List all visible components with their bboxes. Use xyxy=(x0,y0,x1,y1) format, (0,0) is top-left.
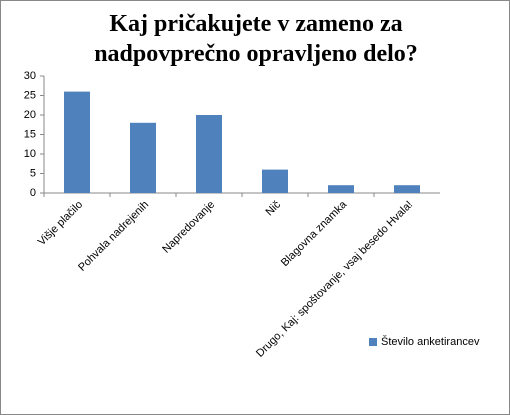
bar xyxy=(262,169,288,193)
x-tick-label: Višje plačilo xyxy=(36,199,85,248)
bar xyxy=(64,91,90,193)
y-tick-label: 10 xyxy=(24,148,36,160)
bar xyxy=(196,115,222,193)
legend-swatch xyxy=(369,338,377,346)
x-tick-label: Pohvala nadrejenih xyxy=(76,199,151,274)
bar xyxy=(130,122,156,193)
y-tick-label: 5 xyxy=(30,167,36,179)
y-tick-label: 25 xyxy=(24,89,36,101)
bar xyxy=(394,185,420,193)
legend-label: Število anketirancev xyxy=(381,335,480,348)
x-tick-label: Nič xyxy=(263,198,283,218)
y-tick-label: 20 xyxy=(24,109,36,121)
chart-title: Kaj pričakujete v zameno za nadpovprečno… xyxy=(94,11,418,67)
x-tick-label: Napredovanje xyxy=(160,199,217,256)
bar xyxy=(328,185,354,193)
x-tick-label: Blagovna znamka xyxy=(279,198,350,269)
y-tick-label: 30 xyxy=(24,70,36,82)
y-tick-label: 15 xyxy=(24,128,36,140)
y-tick-label: 0 xyxy=(30,187,36,199)
